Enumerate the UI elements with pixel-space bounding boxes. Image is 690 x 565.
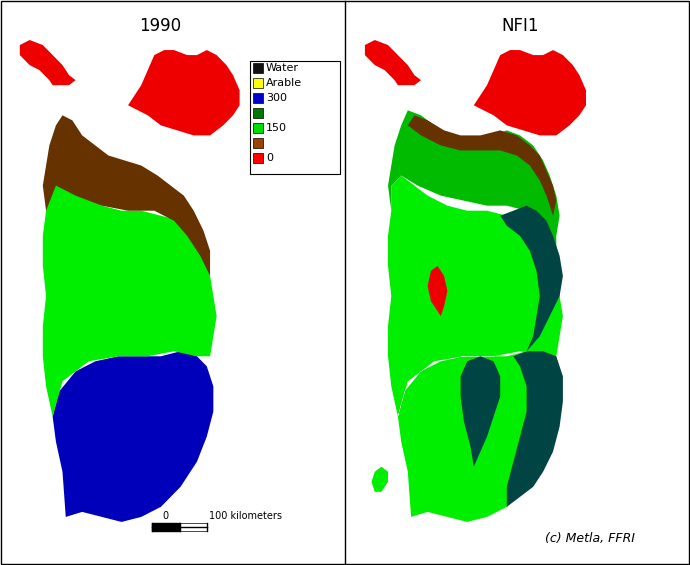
Bar bbox=[253, 108, 263, 118]
Polygon shape bbox=[388, 110, 560, 256]
Polygon shape bbox=[52, 351, 213, 522]
Text: 0: 0 bbox=[163, 511, 169, 521]
Polygon shape bbox=[128, 50, 239, 136]
Polygon shape bbox=[474, 50, 586, 136]
Text: Arable: Arable bbox=[266, 78, 302, 88]
Bar bbox=[253, 123, 263, 133]
Polygon shape bbox=[500, 206, 563, 351]
Polygon shape bbox=[506, 351, 563, 507]
Polygon shape bbox=[388, 176, 563, 522]
Polygon shape bbox=[365, 40, 421, 85]
Polygon shape bbox=[461, 357, 500, 467]
Polygon shape bbox=[371, 467, 388, 492]
Bar bbox=[250, 61, 340, 174]
Polygon shape bbox=[43, 176, 217, 416]
Polygon shape bbox=[428, 266, 447, 316]
Text: 150: 150 bbox=[266, 123, 287, 133]
Bar bbox=[253, 138, 263, 148]
Text: Water: Water bbox=[266, 63, 299, 73]
Text: 0: 0 bbox=[266, 153, 273, 163]
Text: 1990: 1990 bbox=[139, 17, 181, 35]
Text: NFI1: NFI1 bbox=[501, 17, 539, 35]
Bar bbox=[253, 93, 263, 103]
Text: 100 kilometers: 100 kilometers bbox=[209, 511, 282, 521]
Bar bbox=[253, 78, 263, 88]
Polygon shape bbox=[408, 115, 556, 216]
Bar bbox=[253, 153, 263, 163]
Bar bbox=[253, 63, 263, 73]
Text: 300: 300 bbox=[266, 93, 287, 103]
Polygon shape bbox=[20, 40, 76, 85]
Text: (c) Metla, FFRI: (c) Metla, FFRI bbox=[545, 532, 635, 545]
Polygon shape bbox=[43, 115, 210, 276]
